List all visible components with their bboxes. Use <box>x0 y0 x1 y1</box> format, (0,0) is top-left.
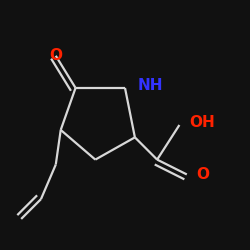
Text: O: O <box>49 48 62 63</box>
Text: O: O <box>197 167 210 182</box>
Text: OH: OH <box>189 115 215 130</box>
Text: NH: NH <box>137 78 163 93</box>
